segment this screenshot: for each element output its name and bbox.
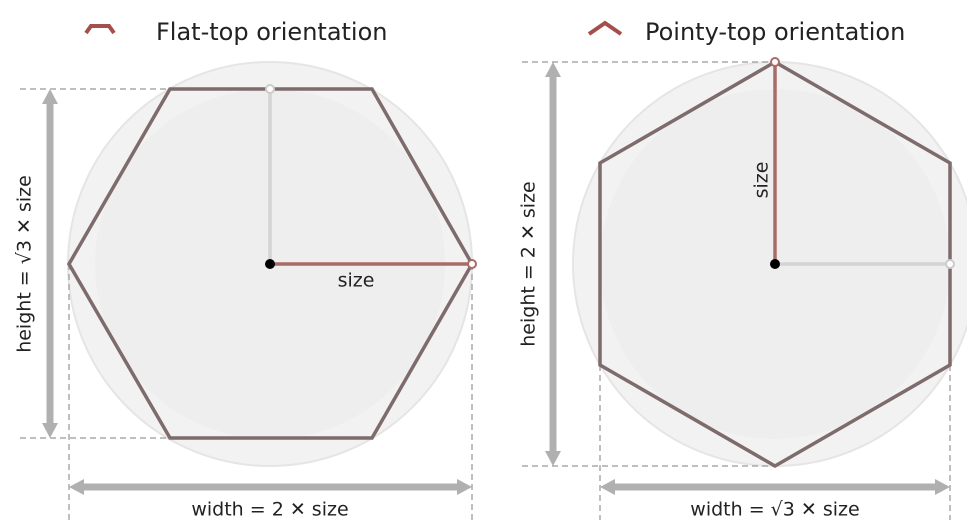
center-dot bbox=[265, 259, 275, 269]
arrow-head bbox=[600, 479, 615, 495]
arrow-head bbox=[935, 479, 950, 495]
arrow-head bbox=[42, 89, 58, 104]
panel-title: Flat-top orientation bbox=[156, 18, 388, 46]
hexagon bbox=[598, 59, 952, 469]
arrow-head bbox=[69, 479, 84, 495]
arrow-head bbox=[42, 423, 58, 438]
vertex-dot bbox=[467, 259, 477, 269]
height-label: height = 2 ✕ size bbox=[518, 181, 540, 347]
size-label: size bbox=[751, 162, 773, 199]
height-label: height = √3 ✕ size bbox=[14, 175, 36, 353]
size-label: size bbox=[338, 270, 375, 292]
width-label: width = 2 ✕ size bbox=[191, 499, 348, 521]
arrow-head bbox=[545, 62, 561, 77]
pointy-top-icon bbox=[587, 20, 623, 36]
center-dot bbox=[770, 259, 780, 269]
panel-title: Pointy-top orientation bbox=[645, 18, 905, 46]
arrow-head bbox=[545, 451, 561, 466]
vertex-dot bbox=[265, 84, 275, 94]
vertex-dot bbox=[770, 57, 780, 67]
vertex-dot bbox=[945, 259, 955, 269]
flat-top-panel: Flat-top orientation size height = √3 ✕ … bbox=[14, 18, 477, 521]
width-label: width = √3 ✕ size bbox=[690, 499, 859, 521]
arrow-head bbox=[457, 479, 472, 495]
flat-top-icon bbox=[84, 24, 116, 35]
pointy-top-panel: Pointy-top orientation size height = 2 ✕… bbox=[518, 18, 967, 521]
